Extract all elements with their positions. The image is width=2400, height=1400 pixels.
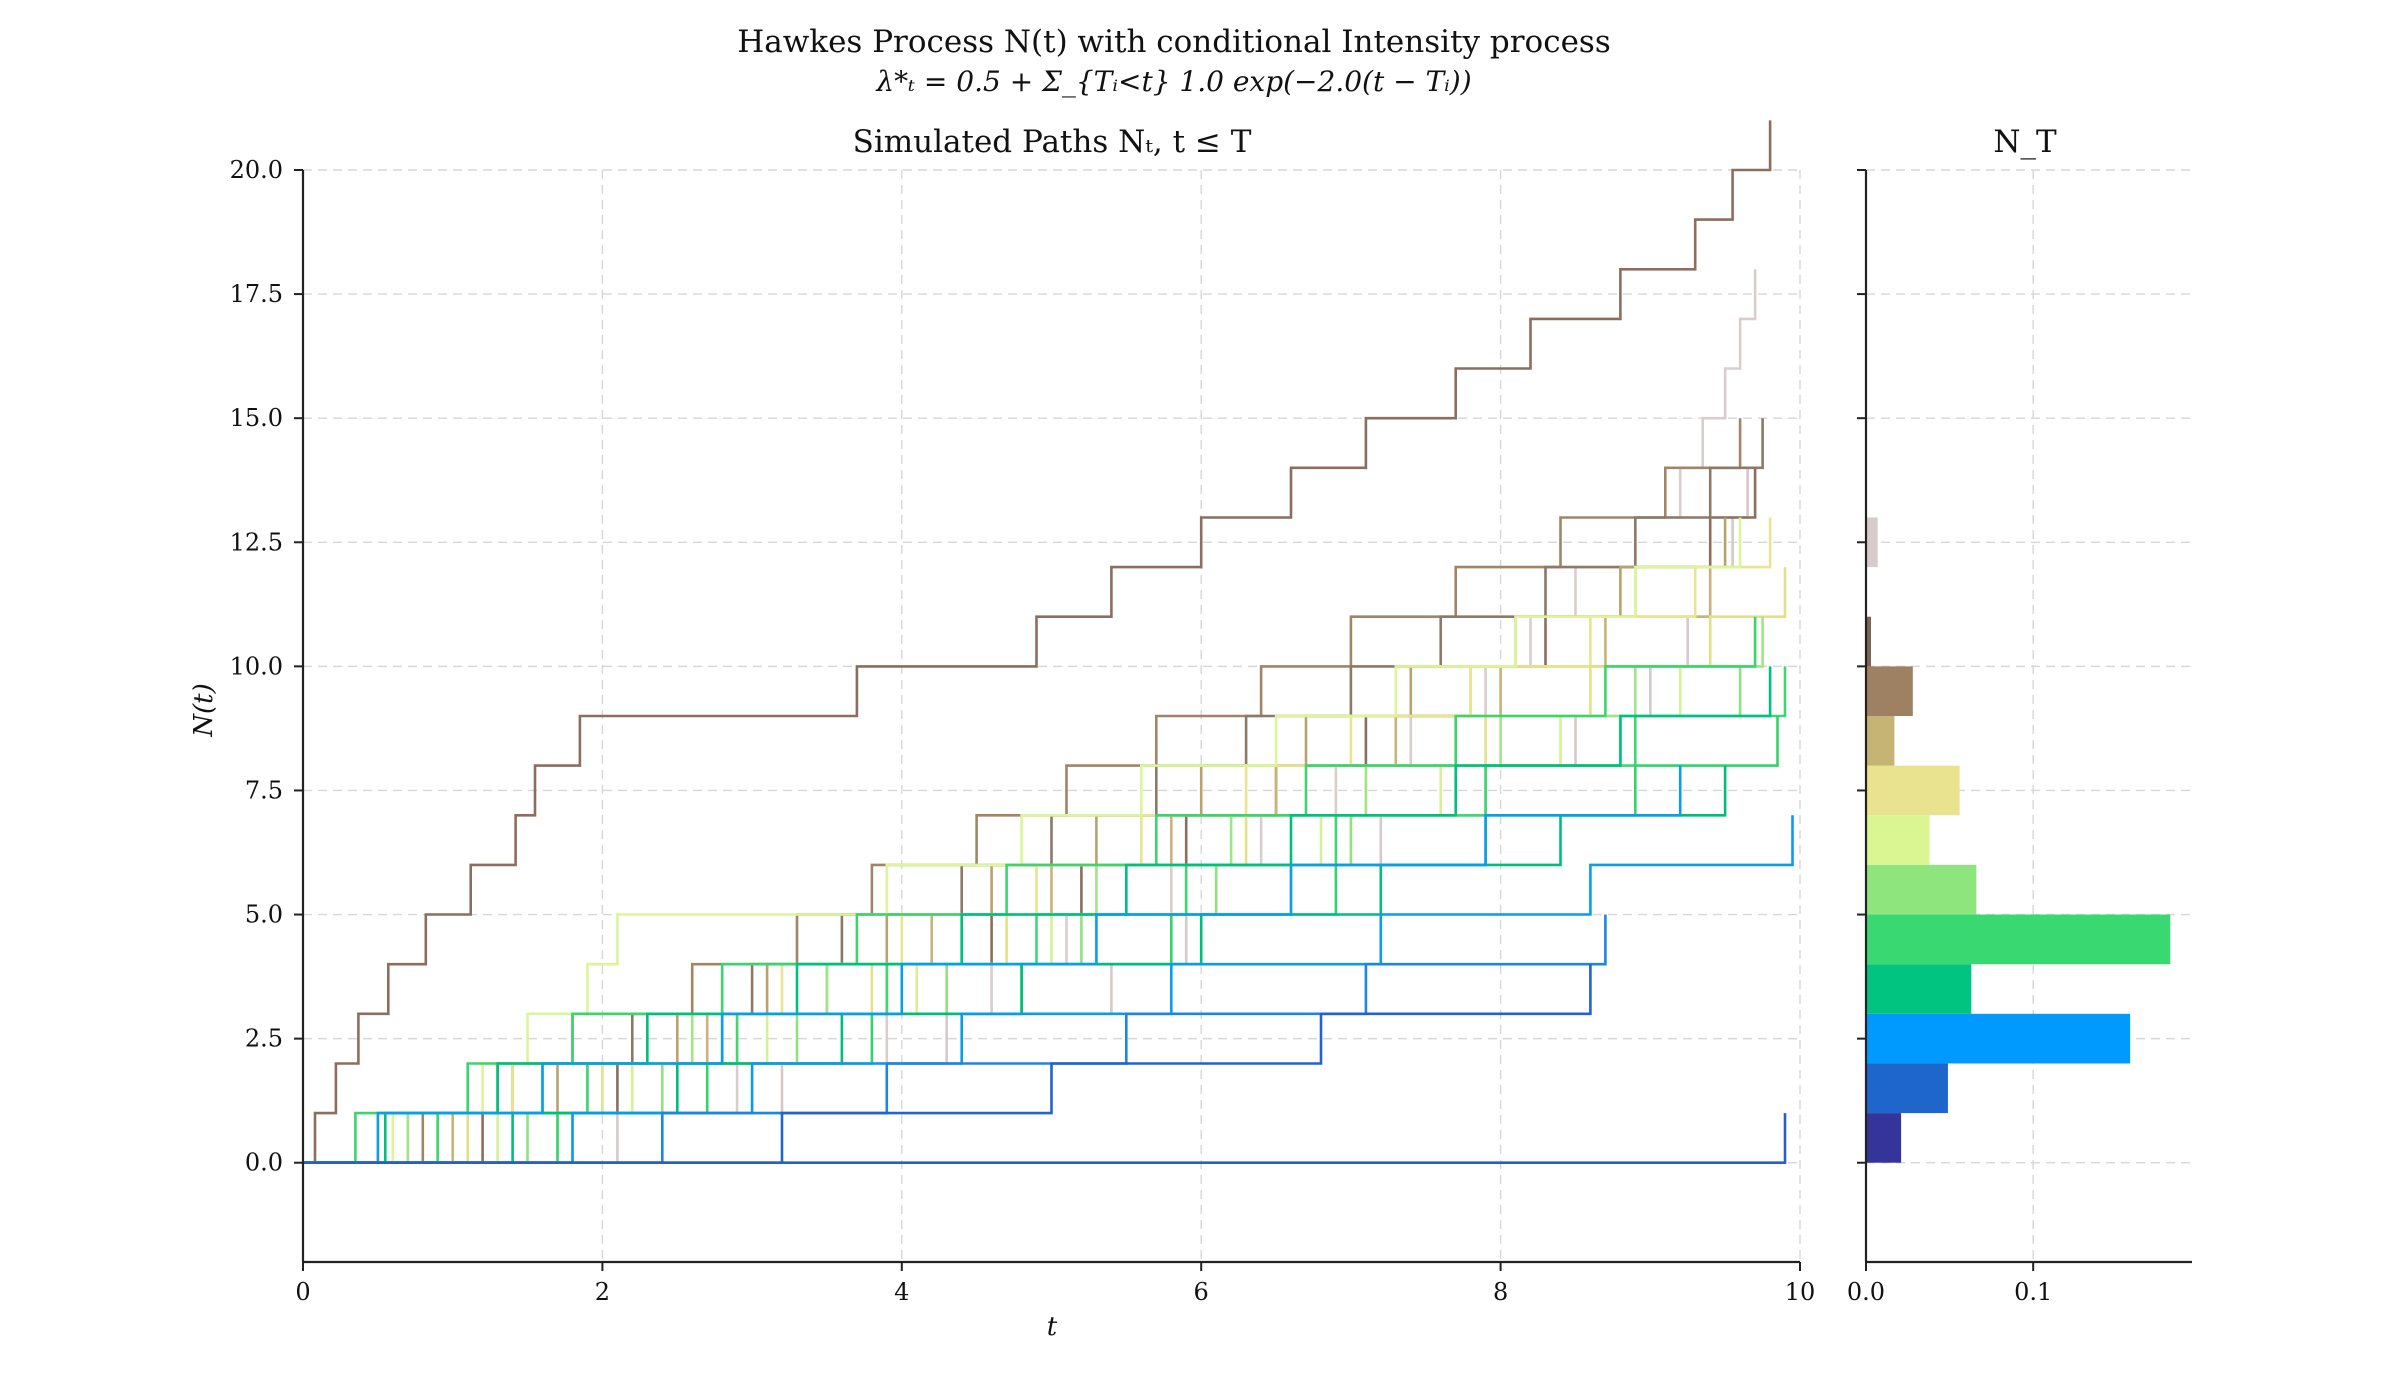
histogram-plot: N_T 0.0 0.1 bbox=[1847, 124, 2192, 1306]
y-tick-label: 20.0 bbox=[230, 156, 283, 184]
histogram-bar-4 bbox=[1866, 964, 1972, 1014]
path-series-3 bbox=[303, 120, 1772, 1164]
histogram-bar-8 bbox=[1866, 765, 1960, 816]
histogram-bar-6 bbox=[1866, 864, 1977, 915]
path-series-23 bbox=[303, 964, 1592, 1164]
hist-x-tick-label: 0.0 bbox=[1847, 1278, 1885, 1306]
histogram-bar-7 bbox=[1866, 815, 1930, 865]
paths-plot-title: Simulated Paths Nₜ, t ≤ T bbox=[853, 124, 1252, 160]
histogram-bar-10 bbox=[1866, 666, 1913, 716]
y-axis-label: N(t) bbox=[189, 683, 219, 738]
histogram-bar-9 bbox=[1866, 716, 1895, 766]
histogram-bar-12 bbox=[1866, 517, 1878, 568]
path-series-12 bbox=[303, 616, 1757, 1164]
paths-plot: Simulated Paths Nₜ, t ≤ T 0 2 4 6 8 10 0.0 2.5 5… bbox=[189, 120, 1815, 1342]
histogram-title: N_T bbox=[1993, 124, 2057, 160]
x-tick-label: 4 bbox=[894, 1278, 909, 1306]
path-series-9 bbox=[303, 517, 1772, 1164]
histogram-bars bbox=[1866, 517, 2171, 1163]
x-tick-label: 6 bbox=[1194, 1278, 1209, 1306]
figure-formula: λ*ₜ = 0.5 + Σ_{Tᵢ<t} 1.0 exp(−2.0(t − Tᵢ… bbox=[875, 65, 1471, 98]
x-tick-label: 10 bbox=[1785, 1278, 1816, 1306]
path-series-20 bbox=[303, 765, 1682, 1164]
x-tick-label: 8 bbox=[1493, 1278, 1508, 1306]
y-tick-label: 7.5 bbox=[245, 776, 283, 804]
path-series-17 bbox=[303, 716, 1779, 1164]
histogram-bar-3 bbox=[1866, 1013, 2131, 1064]
histogram-bar-1 bbox=[1866, 1113, 1902, 1163]
x-tick-label: 2 bbox=[595, 1278, 610, 1306]
y-tick-label: 10.0 bbox=[230, 652, 283, 680]
y-tick-label: 12.5 bbox=[230, 528, 283, 556]
histogram-bar-2 bbox=[1866, 1063, 1948, 1114]
x-tick-label: 0 bbox=[295, 1278, 310, 1306]
path-series-18 bbox=[303, 666, 1772, 1164]
hist-x-tick-label: 0.1 bbox=[2014, 1278, 2052, 1306]
histogram-bar-11 bbox=[1866, 616, 1872, 667]
y-tick-label: 15.0 bbox=[230, 404, 283, 432]
path-series-11 bbox=[303, 517, 1742, 1164]
path-series-21 bbox=[303, 815, 1794, 1164]
figure-suptitle: Hawkes Process N(t) with conditional Int… bbox=[737, 24, 1611, 60]
histogram-axes: 0.0 0.1 bbox=[1847, 169, 2192, 1306]
x-axis-label: t bbox=[1047, 1312, 1058, 1342]
y-tick-label: 0.0 bbox=[245, 1149, 283, 1177]
y-tick-label: 17.5 bbox=[230, 280, 283, 308]
histogram-bar-5 bbox=[1866, 914, 2171, 965]
paths-axes: 0 2 4 6 8 10 0.0 2.5 5.0 7.5 10.0 12.5 15.0 17.5 20.0 bbox=[230, 156, 1816, 1306]
y-tick-label: 5.0 bbox=[245, 901, 283, 929]
path-series-24 bbox=[303, 1113, 1787, 1164]
paths-series-group bbox=[303, 120, 1794, 1164]
path-series-13 bbox=[303, 616, 1764, 1164]
y-tick-label: 2.5 bbox=[245, 1025, 283, 1053]
path-series-15 bbox=[303, 616, 1757, 1164]
